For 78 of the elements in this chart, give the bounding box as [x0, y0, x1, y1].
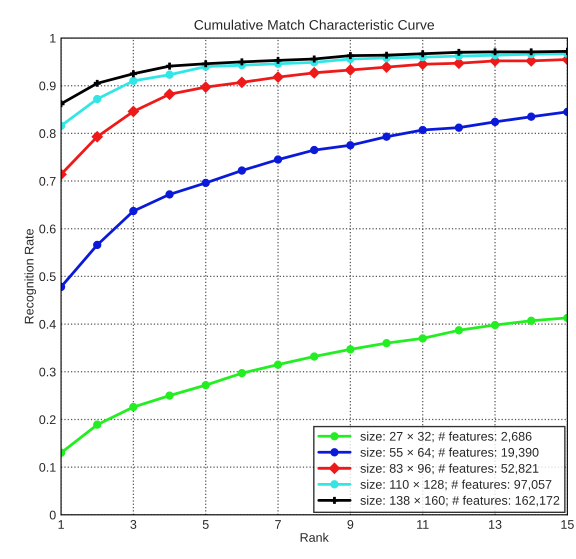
point [382, 50, 392, 60]
y-tick-label: 0 [50, 510, 56, 520]
point [344, 64, 356, 76]
point [490, 320, 500, 330]
y-tick-label: 1 [50, 34, 56, 43]
point [237, 56, 247, 67]
point [274, 155, 282, 164]
legend-label: size: 138 × 160; # features: 162,172 [360, 496, 560, 506]
point [418, 334, 427, 343]
point [200, 82, 212, 93]
point [93, 240, 102, 250]
point [309, 54, 320, 64]
point [346, 141, 355, 150]
point [454, 47, 464, 58]
x-tick-label: 5 [202, 520, 209, 529]
point [238, 166, 246, 175]
y-tick-label: 0.4 [39, 320, 56, 329]
y-tick-label: 0.7 [39, 176, 56, 186]
point [165, 391, 174, 400]
point [382, 339, 391, 348]
point [454, 326, 464, 334]
point [418, 48, 428, 59]
x-tick-label: 11 [417, 520, 429, 529]
x-tick-label: 9 [347, 520, 354, 529]
y-tick-label: 0.2 [39, 415, 56, 424]
point [92, 131, 103, 142]
point [382, 132, 391, 141]
x-tick-label: 15 [561, 520, 574, 529]
x-tick-label: 1 [58, 520, 64, 529]
x-tick-label: 13 [489, 520, 502, 529]
point [273, 56, 283, 66]
point [272, 72, 284, 83]
point [236, 76, 248, 88]
chart-title: Cumulative Match Characteristic Curve [194, 20, 434, 30]
point [380, 61, 392, 73]
point [200, 58, 211, 69]
point [128, 106, 139, 118]
point [346, 345, 355, 354]
point [527, 316, 536, 325]
point [238, 369, 246, 378]
x-tick-label: 7 [275, 520, 281, 529]
point [165, 190, 174, 199]
y-tick-label: 0.6 [39, 224, 56, 234]
legend-label: size: 27 × 32; # features: 2,686 [360, 432, 532, 442]
y-tick-label: 0.3 [39, 368, 56, 376]
y-tick-label: 0.9 [39, 81, 56, 90]
y-tick-label: 0.8 [39, 129, 56, 138]
point [165, 70, 174, 79]
y-tick-label: 0.1 [39, 462, 56, 472]
point [129, 206, 138, 216]
point [129, 402, 138, 412]
point [92, 78, 102, 88]
x-axis-title: Rank [300, 532, 329, 542]
point [490, 46, 500, 57]
point [202, 380, 210, 390]
point [526, 46, 536, 57]
y-tick-label: 0.5 [39, 272, 56, 282]
point [527, 112, 536, 121]
point [418, 126, 427, 134]
point [164, 61, 174, 72]
point [128, 68, 138, 79]
point [346, 50, 356, 61]
x-tick-label: 3 [130, 520, 136, 529]
point [93, 420, 102, 429]
point [308, 67, 320, 78]
point [310, 352, 318, 361]
point [202, 178, 210, 188]
legend-label: size: 83 × 96; # features: 52,821 [360, 464, 538, 474]
legend-label: size: 55 × 64; # features: 19,390 [360, 448, 539, 458]
y-axis-title: Recognition Rate [24, 229, 36, 324]
point [454, 123, 464, 132]
point [310, 146, 318, 154]
legend-label: size: 110 × 128; # features: 97,057 [360, 480, 552, 490]
point [164, 88, 176, 100]
point [274, 360, 282, 369]
point [93, 94, 102, 104]
point [129, 76, 138, 86]
point [490, 118, 500, 126]
